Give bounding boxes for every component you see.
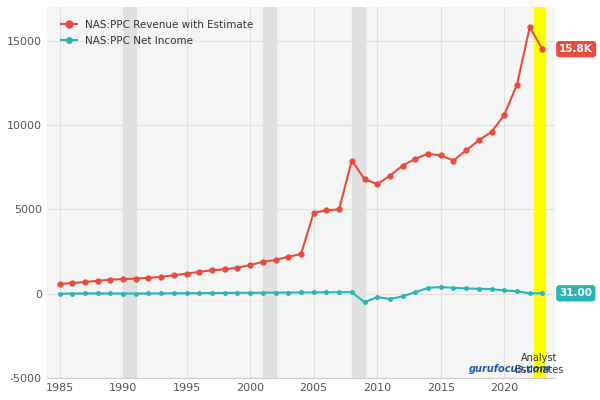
Text: Analyst
Estimates: Analyst Estimates [515, 353, 563, 375]
NAS:PPC Revenue with Estimate [412, 156, 419, 161]
NAS:PPC Net Income [208, 291, 215, 296]
NAS:PPC Revenue with Estimate [56, 282, 63, 286]
NAS:PPC Net Income [259, 290, 266, 295]
NAS:PPC Revenue with Estimate [526, 25, 533, 30]
NAS:PPC Revenue with Estimate [119, 277, 127, 282]
NAS:PPC Net Income [68, 291, 76, 296]
NAS:PPC Net Income [539, 291, 546, 296]
NAS:PPC Revenue with Estimate [424, 151, 431, 156]
NAS:PPC Revenue with Estimate [158, 274, 165, 279]
NAS:PPC Net Income [335, 290, 343, 295]
NAS:PPC Revenue with Estimate [247, 263, 254, 268]
NAS:PPC Net Income [386, 296, 394, 301]
NAS:PPC Net Income [514, 289, 521, 294]
NAS:PPC Net Income [82, 291, 89, 296]
NAS:PPC Net Income [132, 291, 139, 296]
NAS:PPC Revenue with Estimate [437, 153, 445, 158]
NAS:PPC Net Income [170, 291, 178, 296]
NAS:PPC Revenue with Estimate [272, 258, 279, 262]
NAS:PPC Net Income [247, 290, 254, 295]
NAS:PPC Revenue with Estimate [335, 207, 343, 212]
NAS:PPC Revenue with Estimate [170, 273, 178, 278]
NAS:PPC Revenue with Estimate [94, 278, 101, 283]
NAS:PPC Revenue with Estimate [107, 277, 114, 282]
NAS:PPC Net Income [107, 291, 114, 296]
NAS:PPC Revenue with Estimate [374, 182, 381, 186]
NAS:PPC Net Income [348, 290, 355, 294]
NAS:PPC Revenue with Estimate [82, 280, 89, 284]
NAS:PPC Net Income [119, 291, 127, 296]
NAS:PPC Revenue with Estimate [208, 268, 215, 272]
NAS:PPC Revenue with Estimate [488, 130, 495, 134]
NAS:PPC Net Income [463, 286, 470, 291]
NAS:PPC Revenue with Estimate [234, 265, 241, 270]
NAS:PPC Revenue with Estimate [196, 270, 203, 274]
NAS:PPC Revenue with Estimate [284, 254, 292, 259]
NAS:PPC Revenue with Estimate [399, 163, 406, 168]
NAS:PPC Revenue with Estimate [361, 177, 368, 182]
NAS:PPC Net Income [145, 291, 152, 296]
NAS:PPC Net Income [183, 291, 190, 296]
NAS:PPC Net Income [94, 291, 101, 296]
Line: NAS:PPC Revenue with Estimate: NAS:PPC Revenue with Estimate [57, 25, 545, 286]
Bar [533, 7, 545, 378]
NAS:PPC Revenue with Estimate [221, 267, 229, 272]
NAS:PPC Net Income [310, 290, 317, 295]
Legend: NAS:PPC Revenue with Estimate, NAS:PPC Net Income: NAS:PPC Revenue with Estimate, NAS:PPC N… [57, 16, 257, 50]
NAS:PPC Revenue with Estimate [323, 208, 330, 213]
NAS:PPC Revenue with Estimate [259, 259, 266, 264]
NAS:PPC Revenue with Estimate [514, 82, 521, 87]
NAS:PPC Revenue with Estimate [145, 275, 152, 280]
NAS:PPC Net Income [475, 286, 482, 291]
NAS:PPC Net Income [361, 300, 368, 305]
NAS:PPC Net Income [158, 291, 165, 296]
NAS:PPC Net Income [298, 290, 305, 295]
NAS:PPC Net Income [56, 291, 63, 296]
NAS:PPC Net Income [196, 291, 203, 296]
NAS:PPC Net Income [374, 295, 381, 300]
NAS:PPC Revenue with Estimate [298, 252, 305, 256]
Bar [263, 7, 275, 378]
NAS:PPC Revenue with Estimate [386, 173, 394, 178]
NAS:PPC Net Income [412, 290, 419, 294]
NAS:PPC Net Income [450, 286, 457, 290]
NAS:PPC Revenue with Estimate [310, 210, 317, 215]
NAS:PPC Net Income [399, 294, 406, 299]
NAS:PPC Revenue with Estimate [501, 112, 508, 117]
NAS:PPC Net Income [526, 291, 533, 296]
NAS:PPC Revenue with Estimate [539, 47, 546, 52]
NAS:PPC Net Income [323, 290, 330, 295]
NAS:PPC Revenue with Estimate [463, 148, 470, 153]
NAS:PPC Net Income [501, 288, 508, 293]
Line: NAS:PPC Net Income: NAS:PPC Net Income [58, 285, 544, 304]
NAS:PPC Revenue with Estimate [68, 281, 76, 286]
NAS:PPC Net Income [284, 290, 292, 295]
NAS:PPC Revenue with Estimate [183, 271, 190, 276]
Bar [352, 7, 365, 378]
Text: gurufocus.com: gurufocus.com [469, 364, 550, 374]
NAS:PPC Net Income [437, 285, 445, 290]
Text: 31.00: 31.00 [559, 288, 592, 298]
NAS:PPC Revenue with Estimate [475, 138, 482, 143]
Text: 15.8K: 15.8K [559, 44, 593, 54]
NAS:PPC Net Income [424, 286, 431, 290]
NAS:PPC Revenue with Estimate [348, 158, 355, 163]
NAS:PPC Net Income [272, 290, 279, 295]
NAS:PPC Net Income [488, 287, 495, 292]
Bar [123, 7, 136, 378]
NAS:PPC Revenue with Estimate [132, 276, 139, 281]
NAS:PPC Revenue with Estimate [450, 158, 457, 163]
NAS:PPC Net Income [221, 290, 229, 295]
NAS:PPC Net Income [234, 290, 241, 295]
